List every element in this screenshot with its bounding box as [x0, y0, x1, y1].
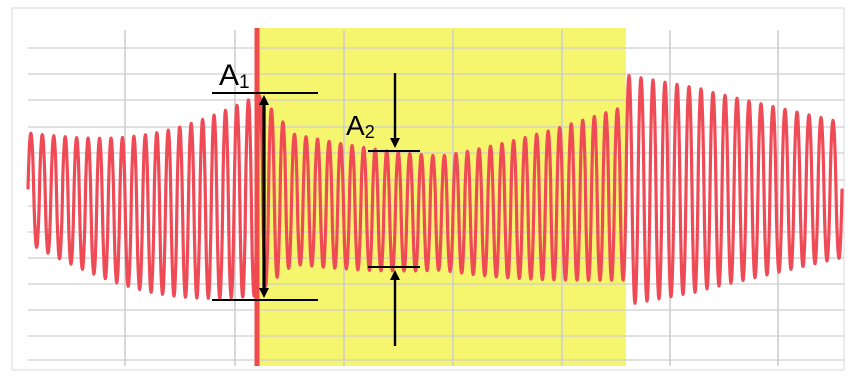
a2-annotation: A2 [346, 73, 420, 346]
a1-label: A1 [219, 59, 250, 93]
waveform-trace [26, 74, 844, 305]
a2-label: A2 [346, 110, 375, 142]
a1-annotation: A1 [212, 59, 318, 301]
